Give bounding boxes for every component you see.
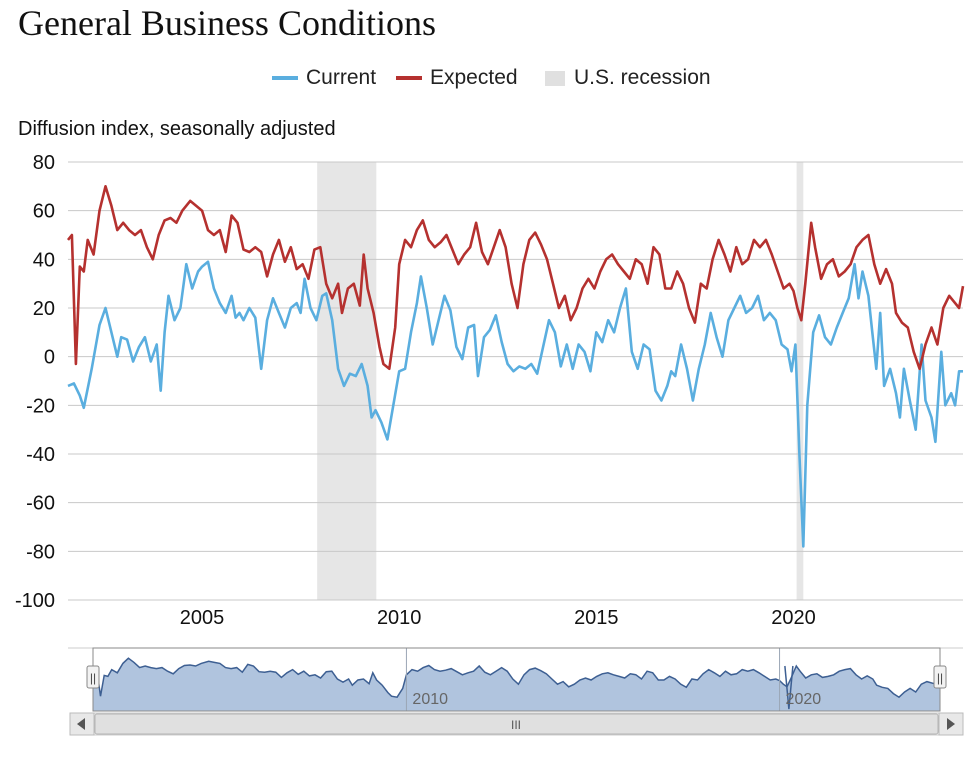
legend-item-current[interactable]: Current — [272, 66, 376, 90]
legend: Current Expected U.S. recession — [0, 66, 980, 92]
legend-item-recession[interactable]: U.S. recession — [545, 66, 711, 90]
recession-band-2 — [796, 162, 804, 600]
scroll-right-button[interactable] — [938, 712, 964, 736]
legend-current-swatch — [272, 76, 298, 80]
scrollbar-thumb[interactable]: III — [94, 713, 939, 735]
navigator-line — [92, 657, 941, 699]
series-line-current — [67, 260, 963, 548]
handle-body — [86, 665, 100, 689]
navigator-right-handle[interactable]: || — [933, 665, 947, 689]
handle-glyph: || — [937, 671, 943, 685]
x-tick-label: 2015 — [574, 607, 619, 629]
legend-expected-label: Expected — [430, 66, 518, 89]
legend-expected-swatch — [396, 76, 422, 80]
handle-glyph: || — [90, 671, 96, 685]
navigator-dip — [784, 665, 794, 710]
y-axis-label: Diffusion index, seasonally adjusted — [18, 118, 336, 140]
navigator-left-handle[interactable]: || — [86, 665, 100, 689]
arrow-left-icon — [77, 718, 85, 730]
handle-body — [933, 665, 947, 689]
y-tick-label: 0 — [44, 347, 55, 369]
legend-recession-label: U.S. recession — [574, 66, 711, 89]
x-tick-label: 2020 — [771, 607, 816, 629]
y-tick-label: -80 — [26, 541, 55, 563]
y-tick-label: -40 — [26, 444, 55, 466]
series-line-expected — [66, 185, 965, 371]
legend-recession-swatch — [545, 70, 565, 86]
navigator-label: 2020 — [786, 691, 822, 708]
arrow-right-icon — [947, 718, 955, 730]
navigator-label: 2010 — [412, 691, 448, 708]
y-tick-label: 40 — [33, 249, 55, 271]
x-tick-label: 2010 — [377, 607, 422, 629]
y-tick-label: -100 — [15, 590, 55, 612]
scroll-left-button[interactable] — [69, 712, 95, 736]
y-tick-label: -20 — [26, 395, 55, 417]
y-tick-label: -60 — [26, 493, 55, 515]
y-tick-label: 60 — [33, 201, 55, 223]
chart-title: General Business Conditions — [18, 3, 436, 43]
legend-item-expected[interactable]: Expected — [396, 66, 518, 90]
navigator-area — [93, 658, 940, 711]
x-tick-label: 2005 — [180, 607, 225, 629]
legend-current-label: Current — [306, 66, 377, 89]
y-tick-label: 20 — [33, 298, 55, 320]
scrollbar-thumb-body — [94, 713, 939, 735]
scrollbar-grip-icon: III — [511, 718, 521, 732]
y-tick-label: 80 — [33, 152, 55, 174]
